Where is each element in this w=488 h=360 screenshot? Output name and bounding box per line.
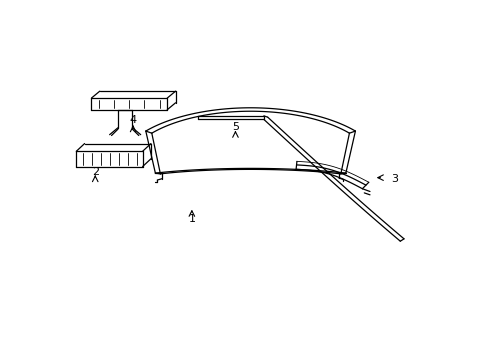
Text: 4: 4	[129, 115, 137, 125]
Text: 3: 3	[390, 174, 397, 184]
Text: 1: 1	[188, 214, 195, 224]
Text: 2: 2	[91, 167, 99, 176]
Text: 5: 5	[231, 122, 239, 132]
